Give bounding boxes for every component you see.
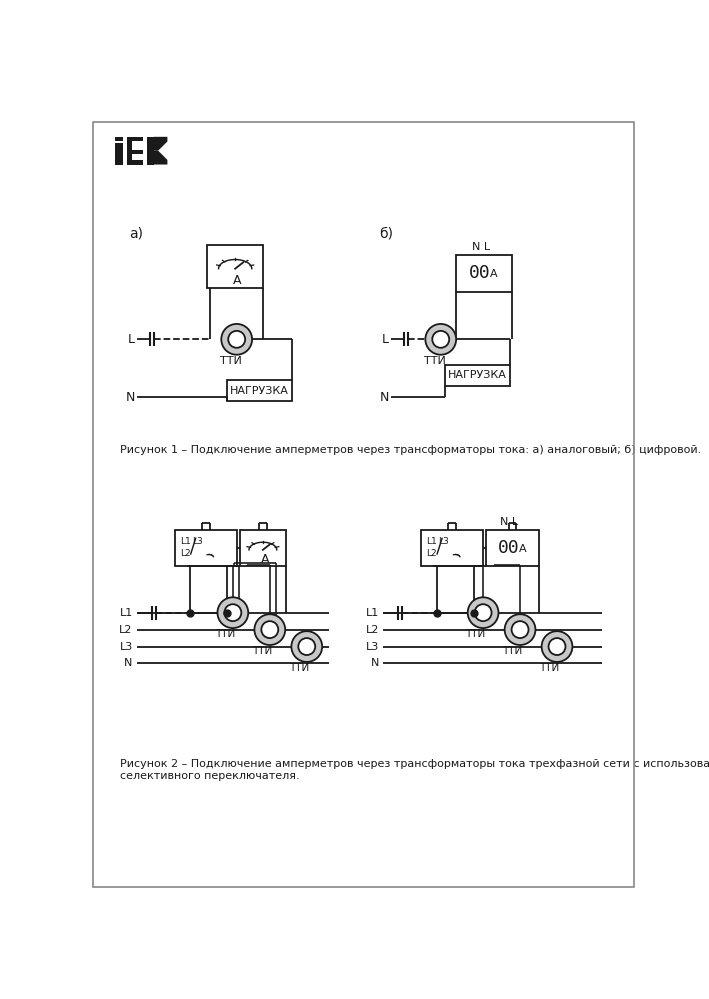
- Text: N: N: [371, 657, 379, 667]
- Text: L2: L2: [119, 624, 133, 634]
- Text: N: N: [124, 657, 133, 667]
- Text: A: A: [490, 269, 498, 279]
- Text: A: A: [261, 553, 269, 566]
- Circle shape: [218, 597, 248, 628]
- Bar: [445, 365, 510, 386]
- Circle shape: [432, 331, 450, 348]
- Text: A: A: [518, 543, 526, 553]
- Bar: [208, 246, 263, 288]
- Text: A: A: [233, 274, 242, 287]
- Circle shape: [425, 324, 456, 355]
- Circle shape: [505, 614, 535, 645]
- Text: НАГРУЗКА: НАГРУЗКА: [230, 386, 289, 396]
- Text: Рисунок 1 – Подключение амперметров через трансформаторы тока: а) аналоговый; б): Рисунок 1 – Подключение амперметров чере…: [120, 445, 701, 455]
- Text: L2: L2: [366, 624, 379, 634]
- Bar: [115, 143, 123, 165]
- Text: N: N: [380, 391, 389, 404]
- Bar: [486, 529, 539, 566]
- Text: ТТИ: ТТИ: [502, 646, 523, 656]
- Circle shape: [291, 631, 322, 662]
- Bar: [128, 137, 143, 165]
- Bar: [147, 137, 154, 165]
- Text: L: L: [128, 333, 135, 346]
- Text: а): а): [129, 227, 143, 241]
- Circle shape: [474, 604, 491, 621]
- Text: ТТИ: ТТИ: [539, 663, 559, 673]
- Text: N L: N L: [471, 242, 490, 252]
- Text: б): б): [379, 227, 393, 241]
- Text: L3: L3: [120, 641, 133, 651]
- Bar: [456, 255, 512, 292]
- Text: L3: L3: [192, 536, 203, 545]
- Circle shape: [221, 324, 252, 355]
- Bar: [421, 529, 483, 566]
- Bar: [132, 154, 143, 160]
- Text: L2: L2: [179, 549, 190, 558]
- Text: ТТИ: ТТИ: [252, 646, 272, 656]
- Bar: [227, 381, 292, 401]
- Text: L3: L3: [366, 641, 379, 651]
- Text: N L: N L: [501, 516, 518, 526]
- Text: L1: L1: [179, 536, 191, 545]
- Text: ТТИ: ТТИ: [424, 356, 445, 366]
- Circle shape: [255, 614, 285, 645]
- Text: L2: L2: [426, 549, 437, 558]
- Bar: [115, 137, 123, 142]
- Bar: [240, 529, 286, 566]
- Bar: [175, 529, 237, 566]
- Bar: [132, 142, 143, 150]
- Circle shape: [228, 331, 245, 348]
- Polygon shape: [154, 137, 167, 151]
- Text: 00: 00: [469, 264, 491, 282]
- Text: селективного переключателя.: селективного переключателя.: [120, 770, 299, 780]
- Text: ТТИ: ТТИ: [289, 663, 309, 673]
- Text: Рисунок 2 – Подключение амперметров через трансформаторы тока трехфазной сети с : Рисунок 2 – Подключение амперметров чере…: [120, 759, 709, 769]
- Text: L3: L3: [438, 536, 450, 545]
- Text: ТТИ: ТТИ: [465, 629, 486, 639]
- Text: ТТИ: ТТИ: [215, 629, 235, 639]
- Text: L: L: [382, 333, 389, 346]
- Circle shape: [468, 597, 498, 628]
- Polygon shape: [154, 151, 167, 165]
- Circle shape: [262, 621, 278, 638]
- Text: 00: 00: [498, 539, 520, 557]
- Text: НАГРУЗКА: НАГРУЗКА: [448, 371, 507, 381]
- Text: L1: L1: [120, 607, 133, 617]
- Circle shape: [298, 638, 316, 655]
- Text: N: N: [125, 391, 135, 404]
- Circle shape: [542, 631, 572, 662]
- Circle shape: [549, 638, 566, 655]
- Text: ТТИ: ТТИ: [220, 356, 242, 366]
- Text: L1: L1: [426, 536, 437, 545]
- Circle shape: [224, 604, 241, 621]
- Circle shape: [512, 621, 528, 638]
- Text: L1: L1: [366, 607, 379, 617]
